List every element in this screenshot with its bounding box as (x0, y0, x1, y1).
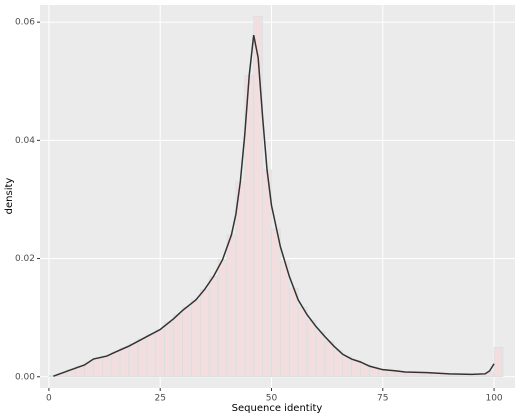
bar (182, 306, 192, 378)
bar (164, 322, 174, 378)
bar (119, 347, 130, 378)
bar (217, 259, 228, 378)
y-tick-label: 0.02 (15, 254, 35, 264)
y-tick-label: 0.04 (15, 136, 35, 146)
bar (155, 329, 165, 378)
bar (226, 234, 237, 378)
bar (306, 320, 317, 378)
x-tick-label: 0 (46, 394, 52, 404)
bar (235, 181, 246, 378)
bar (110, 351, 121, 378)
bar (280, 261, 290, 378)
bar (137, 338, 148, 378)
bar (208, 276, 219, 378)
bar (493, 346, 504, 378)
bar (146, 333, 156, 378)
bar (342, 356, 352, 378)
x-axis-title: Sequence identity (232, 403, 323, 414)
x-tick-label: 100 (485, 394, 502, 404)
y-axis-title: density (4, 178, 15, 215)
bar (128, 343, 139, 378)
bar (315, 331, 326, 378)
bar (378, 369, 388, 378)
bar (253, 15, 263, 378)
bar (324, 341, 335, 378)
bar (262, 169, 272, 378)
y-tick-label: 0.00 (15, 372, 35, 382)
bar (386, 370, 397, 378)
bar (297, 306, 308, 378)
bar (173, 314, 183, 378)
bar (271, 228, 281, 378)
bar (191, 299, 201, 378)
density-line (53, 34, 495, 377)
bar (93, 358, 103, 378)
x-tick-label: 75 (377, 394, 388, 404)
bar (333, 349, 343, 378)
bar (289, 287, 299, 378)
x-tick-label: 50 (266, 394, 278, 404)
bar (200, 289, 210, 378)
bar (351, 360, 361, 378)
y-tick-label: 0.06 (15, 18, 35, 28)
bar (102, 355, 112, 378)
x-tick-label: 25 (154, 394, 165, 404)
